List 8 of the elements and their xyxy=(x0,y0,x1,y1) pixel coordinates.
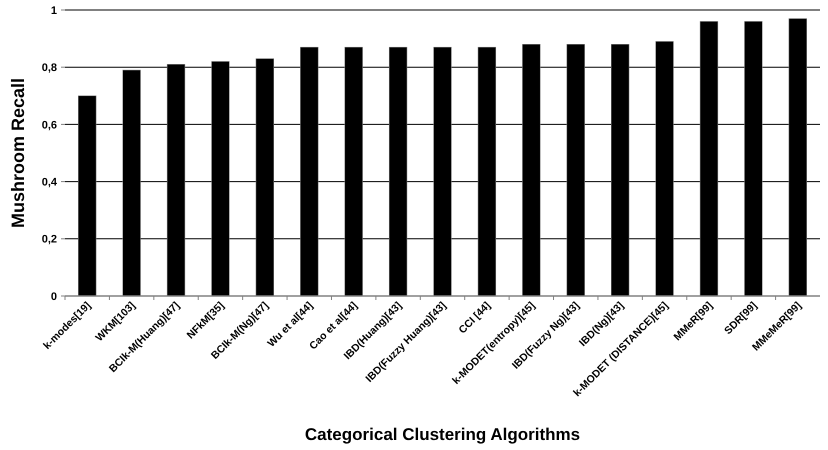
y-tick-label: 1 xyxy=(50,4,57,17)
y-tick-label: 0,8 xyxy=(42,62,57,74)
y-tick-label: 0 xyxy=(50,290,57,303)
y-tick-label: 0,2 xyxy=(42,234,57,246)
x-axis-title: Categorical Clustering Algorithms xyxy=(304,425,580,444)
y-tick-label: 0,6 xyxy=(42,119,57,132)
y-tick-label: 0,4 xyxy=(42,176,58,188)
y-axis-title: Mushroom Recall xyxy=(8,78,28,228)
